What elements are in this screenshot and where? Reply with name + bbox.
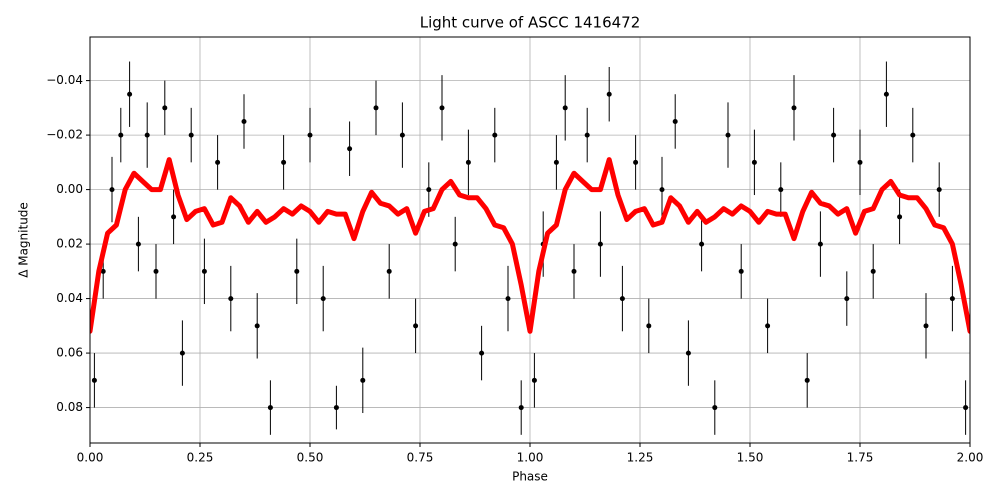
data-point — [619, 296, 625, 302]
data-point — [870, 268, 876, 274]
data-point — [553, 159, 559, 165]
plot-area — [90, 61, 970, 435]
data-point — [294, 268, 300, 274]
data-point — [320, 296, 326, 302]
data-point — [452, 241, 458, 247]
data-point — [399, 132, 405, 138]
y-tick-label: −0.04 — [46, 73, 83, 87]
data-point — [267, 405, 273, 411]
y-tick-label: 0.00 — [56, 182, 83, 196]
data-point — [228, 296, 234, 302]
data-point — [606, 91, 612, 97]
data-point — [360, 377, 366, 383]
data-point — [857, 159, 863, 165]
data-point — [413, 323, 419, 329]
data-point — [386, 268, 392, 274]
data-point — [910, 132, 916, 138]
smoothed-curve — [90, 157, 970, 334]
data-point — [791, 105, 797, 111]
data-point — [179, 350, 185, 356]
data-point — [127, 91, 133, 97]
data-point — [144, 132, 150, 138]
data-point — [923, 323, 929, 329]
data-point — [135, 241, 141, 247]
data-point — [201, 268, 207, 274]
y-tick-label: 0.06 — [56, 346, 83, 360]
data-point — [738, 268, 744, 274]
data-point — [778, 187, 784, 193]
data-point — [479, 350, 485, 356]
data-point — [831, 132, 837, 138]
data-point — [751, 159, 757, 165]
data-point — [505, 296, 511, 302]
data-point — [241, 118, 247, 124]
data-point — [254, 323, 260, 329]
y-tick-label: −0.02 — [46, 128, 83, 142]
data-point — [584, 132, 590, 138]
y-tick-label: 0.02 — [56, 237, 83, 251]
data-point — [492, 132, 498, 138]
x-axis-label: Phase — [512, 470, 548, 484]
data-point — [897, 214, 903, 220]
data-point — [949, 296, 955, 302]
x-tick-label: 1.25 — [627, 451, 654, 465]
data-point — [162, 105, 168, 111]
data-point — [685, 350, 691, 356]
data-point — [215, 159, 221, 165]
grid — [89, 37, 971, 443]
data-point — [725, 132, 731, 138]
data-point — [765, 323, 771, 329]
data-point — [817, 241, 823, 247]
ticks: 0.00 0.25 0.50 0.75 1.00 1.25 1.50 1.75 2.00 −0.0… — [46, 73, 983, 464]
chart-title: Light curve of ASCC 1416472 — [420, 14, 641, 32]
y-tick-label: 0.08 — [56, 400, 83, 414]
data-point — [518, 405, 524, 411]
x-tick-label: 1.50 — [737, 451, 764, 465]
data-point — [347, 146, 353, 152]
data-point — [307, 132, 313, 138]
data-point — [333, 405, 339, 411]
x-tick-label: 0.50 — [297, 451, 324, 465]
data-point — [281, 159, 287, 165]
x-tick-label: 0.75 — [407, 451, 434, 465]
y-axis-label: Δ Magnitude — [17, 202, 31, 278]
data-point — [109, 187, 115, 193]
data-point — [963, 405, 969, 411]
data-point — [373, 105, 379, 111]
data-point — [465, 159, 471, 165]
x-tick-label: 0.25 — [187, 451, 214, 465]
y-tick-label: 0.04 — [56, 291, 83, 305]
data-point — [562, 105, 568, 111]
data-point — [712, 405, 718, 411]
data-point — [91, 377, 97, 383]
data-point — [804, 377, 810, 383]
data-point — [883, 91, 889, 97]
data-point — [118, 132, 124, 138]
data-point — [646, 323, 652, 329]
x-tick-label: 1.75 — [847, 451, 874, 465]
data-point — [844, 296, 850, 302]
data-point — [439, 105, 445, 111]
data-point — [171, 214, 177, 220]
x-tick-label: 1.00 — [517, 451, 544, 465]
x-tick-label: 2.00 — [957, 451, 984, 465]
data-point — [188, 132, 194, 138]
data-point — [100, 268, 106, 274]
data-point — [633, 159, 639, 165]
x-tick-label: 0.00 — [77, 451, 104, 465]
data-point — [153, 268, 159, 274]
data-point — [672, 118, 678, 124]
data-point — [936, 187, 942, 193]
data-point — [659, 187, 665, 193]
data-point — [699, 241, 705, 247]
data-point — [597, 241, 603, 247]
data-point — [531, 377, 537, 383]
data-point — [426, 187, 432, 193]
data-point — [571, 268, 577, 274]
